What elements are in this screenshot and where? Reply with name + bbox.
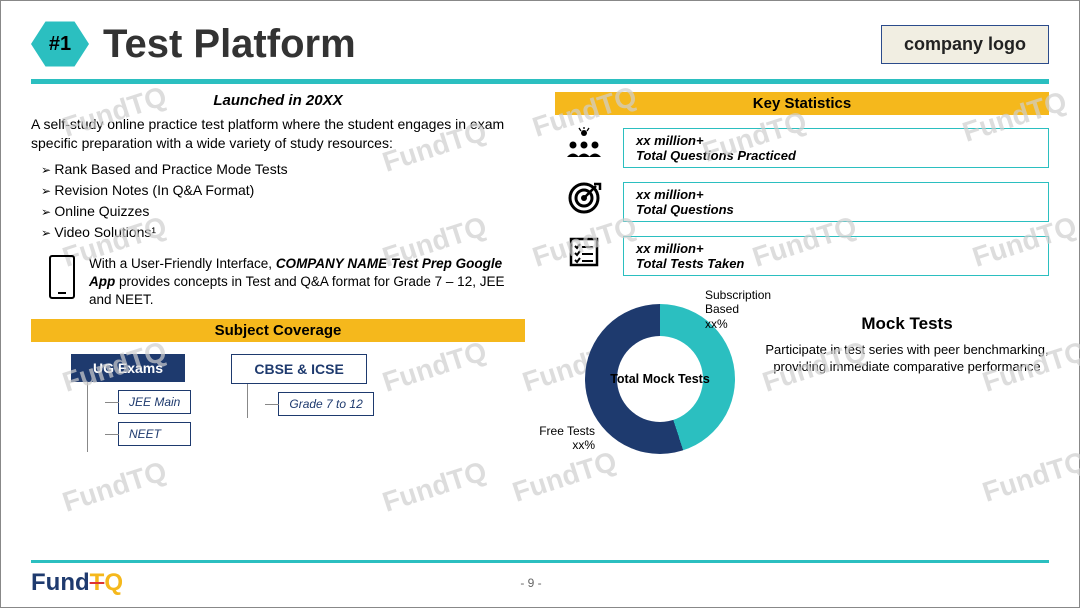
tree-node-neet: NEET: [118, 422, 191, 446]
ug-exams-head: UG Exams: [71, 354, 185, 382]
mock-tests-title: Mock Tests: [765, 314, 1049, 334]
stat-row-tests: xx million+ Total Tests Taken: [563, 235, 1049, 276]
stat-box: xx million+ Total Questions Practiced: [623, 128, 1049, 168]
company-logo-placeholder: company logo: [881, 25, 1049, 64]
stat-label: Total Questions Practiced: [636, 148, 1036, 163]
stat-row-questions: xx million+ Total Questions: [563, 180, 1049, 223]
donut-center-label: Total Mock Tests: [585, 304, 735, 454]
subject-tree: UG Exams JEE Main NEET CBSE & ICSE: [71, 354, 525, 452]
donut-section: Total Mock Tests Subscription Based xx% …: [555, 294, 1049, 474]
list-item: Revision Notes (In Q&A Format): [41, 180, 525, 201]
header: #1 Test Platform company logo: [31, 19, 1049, 69]
mock-tests-text: Mock Tests Participate in test series wi…: [765, 314, 1049, 376]
checklist-icon: [563, 235, 605, 276]
target-icon: [563, 180, 605, 223]
slide: FundTQ FundTQ FundTQ FundTQ FundTQ FundT…: [0, 0, 1080, 608]
brand-logo: FundTQ: [31, 569, 123, 597]
launched-text: Launched in 20XX: [31, 92, 525, 109]
text-pre: With a User-Friendly Interface,: [89, 256, 276, 271]
divider-bottom: [31, 560, 1049, 563]
brand-t: T: [90, 569, 105, 596]
stat-row-practiced: xx million+ Total Questions Practiced: [563, 127, 1049, 168]
donut-chart: Total Mock Tests Subscription Based xx% …: [555, 294, 755, 474]
subject-coverage-band: Subject Coverage: [31, 319, 525, 342]
cbse-head: CBSE & ICSE: [231, 354, 366, 384]
stat-box: xx million+ Total Tests Taken: [623, 236, 1049, 276]
mock-tests-desc: Participate in test series with peer ben…: [765, 342, 1049, 376]
tree-node-jee: JEE Main: [118, 390, 191, 414]
brand-q: Q: [104, 569, 123, 596]
list-item: Video Solutions¹: [41, 222, 525, 243]
app-callout-text: With a User-Friendly Interface, COMPANY …: [89, 255, 525, 310]
key-stats-band: Key Statistics: [555, 92, 1049, 115]
stat-value: xx million+: [636, 187, 1036, 202]
stat-value: xx million+: [636, 241, 1036, 256]
list-item: Rank Based and Practice Mode Tests: [41, 159, 525, 180]
stat-label: Total Questions: [636, 202, 1036, 217]
content-columns: Launched in 20XX A self-study online pra…: [31, 92, 1049, 474]
smartphone-icon: [49, 255, 75, 299]
rank-badge: #1: [31, 19, 89, 69]
ug-exams-tree: UG Exams JEE Main NEET: [71, 354, 191, 452]
tree-node-grade: Grade 7 to 12: [278, 392, 373, 416]
footer-row: FundTQ - 9 -: [31, 569, 1049, 597]
cbse-tree: CBSE & ICSE Grade 7 to 12: [231, 354, 373, 452]
page-title: Test Platform: [103, 22, 356, 67]
brand-fund: Fund: [31, 569, 90, 596]
stat-box: xx million+ Total Questions: [623, 182, 1049, 222]
intro-text: A self-study online practice test platfo…: [31, 115, 525, 153]
text-post: provides concepts in Test and Q&A format…: [89, 274, 504, 307]
footer: FundTQ - 9 -: [31, 560, 1049, 597]
stat-value: xx million+: [636, 133, 1036, 148]
right-column: Key Statistics xx million+ Total Questio…: [555, 92, 1049, 474]
page-number: - 9 -: [520, 576, 541, 590]
feature-list: Rank Based and Practice Mode Tests Revis…: [41, 159, 525, 243]
group-icon: [563, 127, 605, 168]
left-column: Launched in 20XX A self-study online pra…: [31, 92, 525, 474]
divider-top: [31, 79, 1049, 84]
app-callout: With a User-Friendly Interface, COMPANY …: [31, 255, 525, 310]
stat-label: Total Tests Taken: [636, 256, 1036, 271]
list-item: Online Quizzes: [41, 201, 525, 222]
